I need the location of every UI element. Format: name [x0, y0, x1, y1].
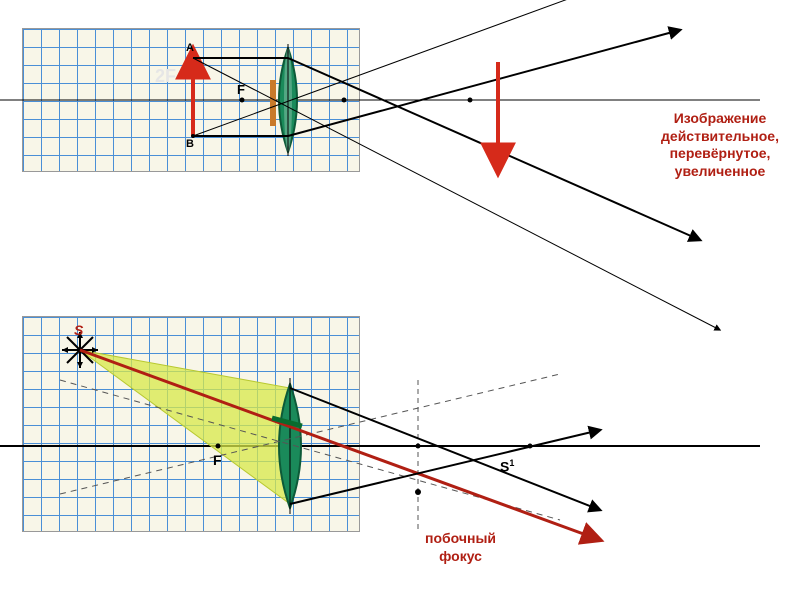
bottom-label-S1-base: S — [500, 459, 509, 475]
top-2Fprime-point — [468, 98, 473, 103]
bottom-label-S1: S1 — [500, 458, 514, 475]
top-caption: Изображение действительное, перевёрнутое… — [650, 110, 790, 180]
bottom-label-S1-sup: 1 — [509, 458, 514, 468]
bottom-secondary-focus-point — [415, 489, 421, 495]
top-caption-line3: перевёрнутое, — [650, 145, 790, 163]
top-label-A: A — [186, 42, 194, 54]
bottom-side-focus-label: побочный фокус — [425, 530, 496, 565]
bottom-label-F: F — [213, 452, 222, 468]
bottom-grid-panel — [22, 316, 360, 532]
top-caption-line4: увеличенное — [650, 163, 790, 181]
top-slide-num: 2F — [155, 66, 176, 87]
bottom-label-S: S — [74, 322, 83, 338]
top-label-B: B — [186, 138, 194, 150]
bottom-Fprime-point — [416, 444, 421, 449]
bottom-2F-point — [528, 444, 533, 449]
top-caption-line1: Изображение — [650, 110, 790, 128]
bottom-grid — [23, 317, 359, 531]
top-caption-line2: действительное, — [650, 128, 790, 146]
top-label-F: F — [237, 82, 245, 97]
